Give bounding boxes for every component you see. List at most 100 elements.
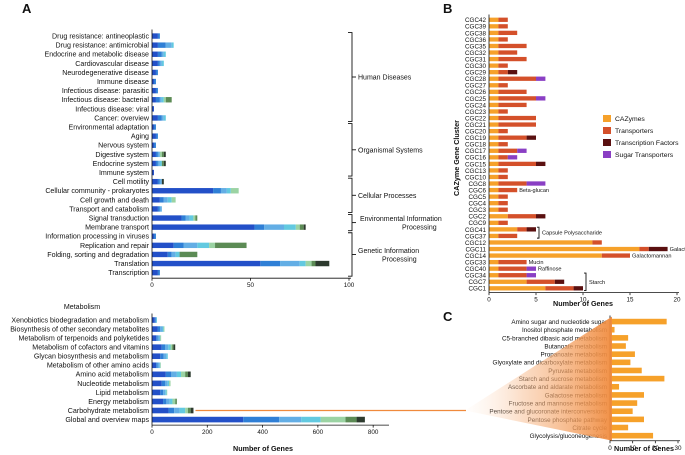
a-top-bar-segment <box>157 115 162 121</box>
b-bar-segment <box>507 155 518 160</box>
b-bar-segment <box>489 17 499 22</box>
a-top-bar-segment <box>152 87 156 94</box>
a-bottom-bar-segment <box>157 362 160 369</box>
a-top-category-label: Information processing in viruses <box>45 233 149 241</box>
a-bottom-bar-segment <box>152 353 161 360</box>
a-bottom-bar-segment <box>171 371 177 378</box>
a-bottom-bar-segment <box>320 416 346 423</box>
a-bottom-bar-segment <box>152 362 157 369</box>
b-bar-segment <box>489 227 518 232</box>
a-top-bar-segment <box>152 206 158 212</box>
b-bar-segment <box>517 227 527 232</box>
b-bar-segment <box>489 76 499 81</box>
a-top-bar-segment <box>152 188 214 194</box>
a-top-bar-segment <box>209 242 216 249</box>
a-top-bar-segment <box>315 260 330 267</box>
a-bottom-bar-segment <box>152 398 164 405</box>
a-top-bar-segment <box>152 142 154 148</box>
b-bar-segment <box>489 24 499 29</box>
c-bar-segment <box>610 318 667 325</box>
b-category-label: CGC30 <box>465 63 486 70</box>
a-bottom-bar-segment <box>170 344 173 350</box>
a-bottom-bar-segment <box>157 326 161 332</box>
a-bottom-bar-segment <box>187 371 191 378</box>
b-category-label: CGC33 <box>465 260 486 267</box>
b-bar-segment <box>498 174 508 180</box>
a-bottom-bar-segment <box>179 407 186 414</box>
b-bar-segment <box>498 37 508 42</box>
b-category-label: CGC28 <box>465 76 486 83</box>
b-bar-segment <box>498 89 527 94</box>
a-bottom-bar-segment <box>160 326 163 332</box>
a-bottom-bar-segment <box>190 407 194 414</box>
a-bottom-bar-segment <box>156 335 158 341</box>
b-bar-segment <box>489 214 508 219</box>
b-x-axis-title: Number of Genes <box>553 299 613 308</box>
b-bar-segment <box>489 135 499 140</box>
c-bar-segment <box>610 367 642 374</box>
b-bar-segment <box>498 168 508 173</box>
a-bottom-bar-segment <box>160 389 164 396</box>
b-category-label: CGC13 <box>465 168 486 175</box>
a-top-bar-segment <box>181 215 186 221</box>
b-bar-segment <box>498 207 508 212</box>
b-category-label: CGC17 <box>465 148 486 155</box>
a-top-bar-segment <box>161 97 164 103</box>
b-category-label: CGC12 <box>465 240 486 247</box>
b-bar-segment <box>489 181 499 186</box>
a-bottom-bar-segment <box>159 362 161 369</box>
b-bar-segment <box>536 76 546 81</box>
a-top-bar-segment <box>152 251 168 258</box>
b-bar-segment <box>498 201 508 206</box>
a-top-bar-segment <box>152 60 158 67</box>
a-top-bar-segment <box>157 33 160 39</box>
a-top-bar-segment <box>195 215 198 221</box>
b-category-label: CGC3 <box>469 207 487 214</box>
b-category-label: CGC20 <box>465 129 486 136</box>
a-top-bar-segment <box>295 224 300 230</box>
a-top-category-label: Transcription <box>108 269 149 277</box>
a-bottom-bar-segment <box>160 335 162 341</box>
a-bottom-bar-segment <box>356 416 365 423</box>
b-category-label: CGC11 <box>465 246 486 253</box>
a-top-bar-segment <box>152 51 158 57</box>
b-bar-segment <box>498 43 527 49</box>
b-bar-segment <box>489 115 499 121</box>
a-group-label: Environmental Information Processing <box>360 216 442 232</box>
b-bar-segment <box>592 240 602 245</box>
b-bar-segment <box>489 207 499 212</box>
b-bar-segment <box>489 83 499 88</box>
a-top-bar-segment <box>155 133 158 139</box>
b-bar-segment <box>545 286 574 291</box>
a-bottom-category-label: Metabolism of terpenoids and polyketides <box>18 335 149 343</box>
b-bar-segment <box>498 273 527 278</box>
c-bar-segment <box>610 432 654 439</box>
a-top-bar-segment <box>311 260 316 267</box>
c-x-tick-label: 20 <box>652 445 660 452</box>
a-bottom-bar-segment <box>152 317 155 323</box>
b-category-label: CGC29 <box>465 70 486 77</box>
a-top-bar-segment <box>197 242 210 249</box>
b-bar-segment <box>489 56 499 62</box>
a-top-x-tick-label: 0 <box>150 282 154 289</box>
b-bar-segment <box>489 201 499 206</box>
b-category-label: CGC37 <box>465 233 486 240</box>
a-top-bar-segment <box>152 215 182 221</box>
a-bottom-bar-segment <box>166 353 168 360</box>
b-category-label: CGC16 <box>465 155 486 162</box>
b-category-label: CGC39 <box>465 24 486 31</box>
a-bottom-bar-segment <box>166 389 168 396</box>
a-top-bar-segment <box>159 160 162 167</box>
a-bottom-bar-segment <box>152 371 166 378</box>
b-bar-segment <box>498 83 508 88</box>
b-category-label: CGC36 <box>465 37 486 44</box>
a-bottom-x-tick-label: 600 <box>313 429 324 436</box>
a-top-bar-segment <box>226 188 231 194</box>
a-bottom-bar-segment <box>163 389 166 396</box>
a-top-bar-segment <box>157 206 160 212</box>
a-bottom-bar-segment <box>169 380 171 387</box>
a-bottom-category-label: Carbohydrate metabolism <box>68 407 149 415</box>
c-bar-segment <box>610 400 638 406</box>
b-bar-segment <box>498 155 508 160</box>
b-category-label: CGC35 <box>465 43 486 50</box>
